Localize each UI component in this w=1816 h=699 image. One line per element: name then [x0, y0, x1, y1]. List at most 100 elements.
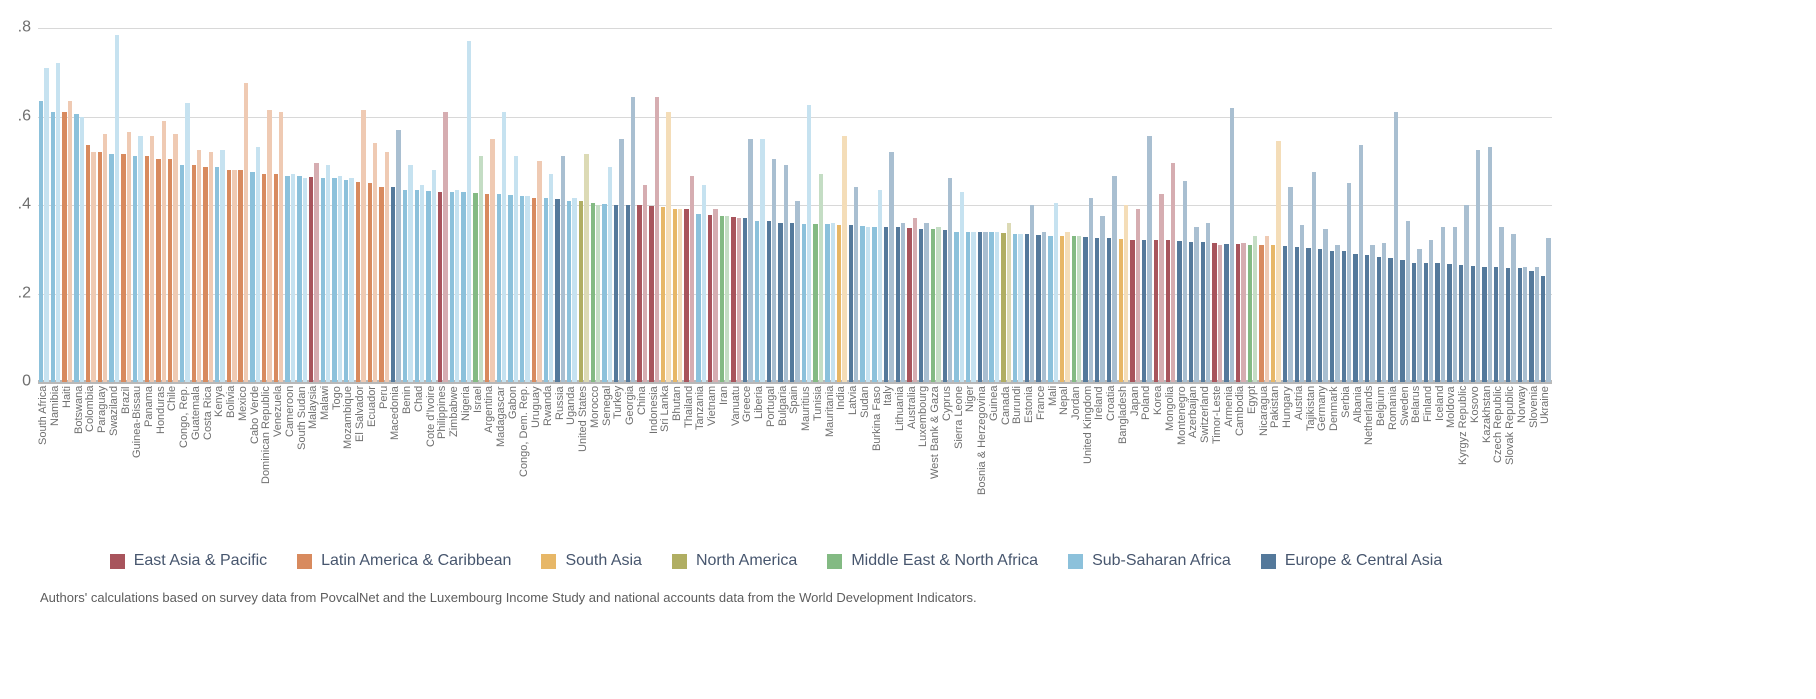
national-accounts-bar [1522, 266, 1528, 382]
national-accounts-bar [701, 185, 706, 382]
country-column: Greece [741, 28, 754, 536]
national-accounts-bar [607, 167, 612, 382]
bar-pair [507, 28, 519, 382]
country-column: Togo [331, 28, 343, 536]
x-axis-label: Burundi [1011, 386, 1024, 424]
country-column: Portugal [765, 28, 778, 536]
x-axis-label: Nigeria [459, 386, 472, 421]
national-accounts-bar [114, 34, 120, 382]
country-column: Senegal [601, 28, 613, 536]
national-accounts-bar [1393, 112, 1399, 382]
national-accounts-bar [1405, 220, 1410, 382]
national-accounts-bar [854, 187, 859, 382]
national-accounts-bar [1534, 266, 1540, 382]
country-column: Niger [964, 28, 977, 536]
x-axis-label: Cameroon [283, 386, 296, 438]
bar-pair [965, 28, 977, 382]
national-accounts-bar [302, 178, 307, 382]
country-column: Belarus [1410, 28, 1423, 536]
country-column: Venezuela [272, 28, 285, 536]
survey-bar [1247, 244, 1253, 382]
national-accounts-bar [830, 222, 835, 382]
bar-pair [1176, 28, 1188, 382]
bar-pair [742, 28, 754, 382]
bar-pair [1376, 28, 1388, 382]
survey-bar [297, 176, 302, 382]
legend-swatch [1068, 553, 1084, 569]
country-column: Switzerland [1199, 28, 1212, 536]
x-axis-label: Luxembourg [917, 386, 930, 448]
survey-bar [1388, 258, 1393, 382]
bar-pair [61, 28, 73, 382]
survey-bar [261, 174, 267, 382]
national-accounts-bar [56, 63, 61, 382]
national-accounts-bar [983, 231, 988, 382]
country-column: Dominican Republic [260, 28, 273, 536]
bar-pair [930, 28, 942, 382]
country-column: Guinea [988, 28, 1000, 536]
national-accounts-bar [208, 151, 214, 382]
national-accounts-bar [1018, 233, 1023, 382]
national-accounts-bar [912, 218, 918, 382]
bar-pair [625, 28, 637, 382]
x-axis-label: Guatemala [189, 386, 202, 440]
bar-pair [883, 28, 895, 382]
survey-bar [191, 165, 196, 382]
survey-bar [1494, 266, 1499, 382]
bar-pair [1071, 28, 1083, 382]
x-axis-label: Austria [1292, 386, 1305, 421]
country-column: Denmark [1328, 28, 1341, 536]
country-column: Swaziland [108, 28, 120, 536]
x-axis-label: El Salvador [354, 386, 367, 443]
x-axis-label: Paraguay [96, 386, 109, 434]
plot-row: .8 .6 .4 .2 0 South Africa Namibia Haiti Bo… [0, 19, 1552, 536]
x-axis-label: Madagascar [495, 386, 507, 447]
survey-bar [930, 229, 936, 382]
national-accounts-bar [1159, 193, 1164, 382]
national-accounts-bar [1487, 147, 1493, 382]
bar-pair [1153, 28, 1165, 382]
country-column: Japan [1129, 28, 1141, 536]
national-accounts-bar [877, 189, 882, 382]
bar-pair [1165, 28, 1177, 382]
survey-bar [1059, 235, 1065, 382]
bar-pair [1446, 28, 1458, 382]
national-accounts-bar [748, 138, 753, 382]
bar-pair [1387, 28, 1399, 382]
country-column: Uganda [565, 28, 578, 536]
x-axis-label: Denmark [1328, 386, 1341, 431]
country-column: Mauritania [824, 28, 836, 536]
bar-pair [660, 28, 672, 382]
bar-pair [226, 28, 238, 382]
country-column: Hungary [1281, 28, 1294, 536]
survey-bar [684, 209, 689, 382]
national-accounts-bar [419, 185, 425, 382]
national-accounts-bar [642, 185, 648, 382]
country-column: Czech Republic [1492, 28, 1505, 536]
national-accounts-bar [924, 222, 929, 382]
national-accounts-bar [936, 227, 941, 382]
national-accounts-bar [678, 209, 683, 382]
national-accounts-bar [337, 176, 343, 382]
bar-pair [1493, 28, 1505, 382]
plot-area: South Africa Namibia Haiti Botswana Colombia… [37, 28, 1552, 536]
x-axis-label: Niger [964, 386, 977, 413]
survey-bar [672, 209, 678, 382]
legend-label: East Asia & Pacific [133, 552, 268, 569]
country-column: Israel [472, 28, 484, 536]
national-accounts-bar [466, 41, 472, 382]
national-accounts-bar [1217, 244, 1223, 382]
country-column: Jordan [1070, 28, 1083, 536]
national-accounts-bar [149, 136, 155, 382]
bar-pair [789, 28, 801, 382]
bar-pair [97, 28, 109, 382]
survey-bar [367, 182, 372, 382]
national-accounts-bar [455, 189, 460, 382]
bar-pair [1094, 28, 1106, 382]
bar-pair [683, 28, 695, 382]
bar-pair [155, 28, 167, 382]
national-accounts-bar [1147, 136, 1152, 382]
survey-bar [496, 193, 502, 382]
bar-pair [1270, 28, 1282, 382]
survey-bar [1282, 245, 1288, 382]
